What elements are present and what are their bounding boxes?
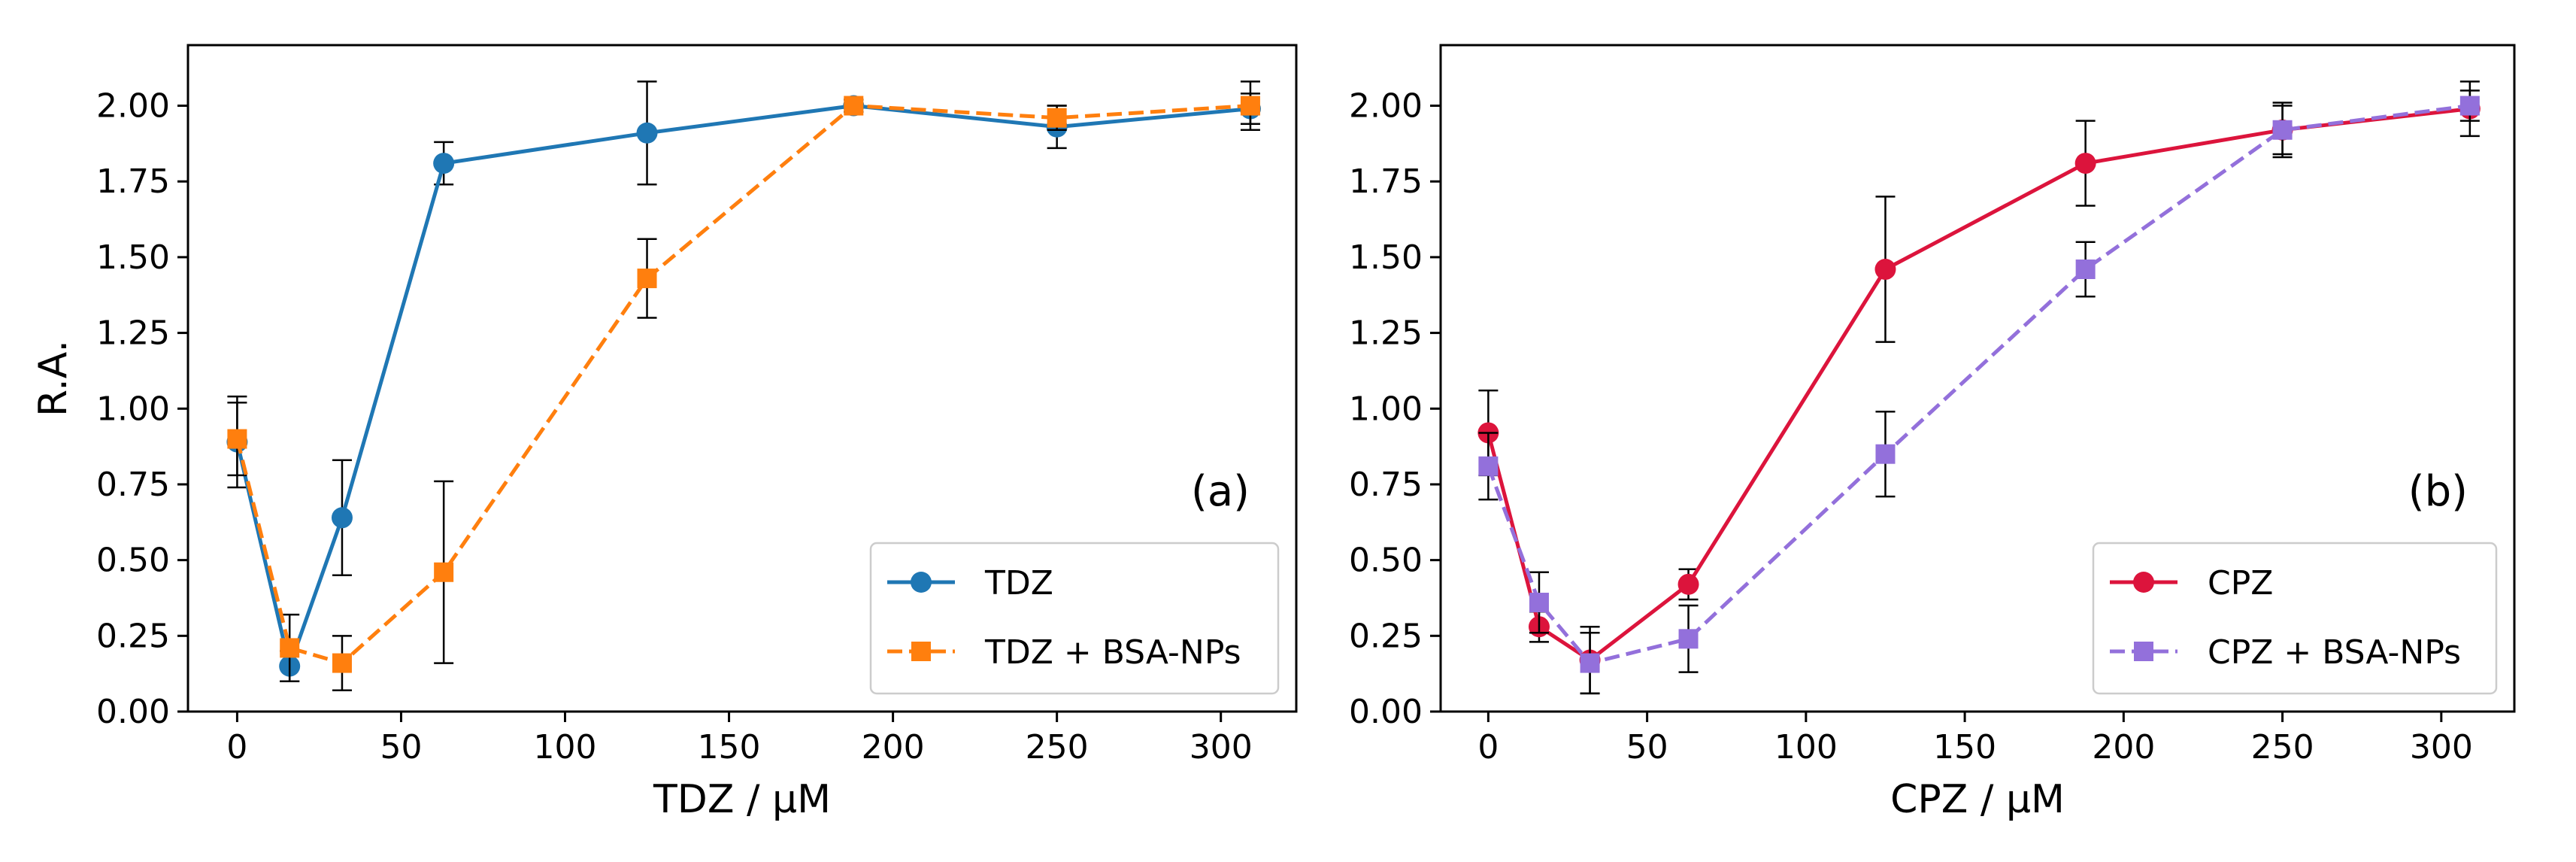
y-tick-label: 0.75	[1349, 466, 1423, 504]
y-axis-label: R.A.	[31, 340, 76, 417]
y-tick-label: 1.25	[96, 314, 170, 353]
x-tick-label: 300	[2410, 728, 2473, 766]
data-point	[1580, 653, 1600, 673]
legend-marker	[2133, 572, 2154, 593]
data-point	[1677, 573, 1699, 595]
data-point	[280, 638, 300, 658]
legend-marker	[2134, 642, 2153, 661]
y-tick-label: 0.75	[96, 466, 170, 504]
x-tick-label: 100	[534, 728, 597, 766]
data-point	[433, 153, 455, 175]
data-point	[2075, 260, 2096, 280]
y-tick-label: 2.00	[96, 87, 170, 126]
legend-label: CPZ	[2208, 564, 2273, 602]
series-cpz-bsa-nps	[1478, 90, 2480, 695]
y-tick-label: 0.00	[1349, 693, 1423, 731]
x-tick-label: 50	[1626, 728, 1668, 766]
y-tick-label: 0.25	[1349, 617, 1423, 655]
data-point	[1240, 96, 1260, 116]
data-point	[227, 429, 247, 449]
legend: CPZ CPZ + BSA-NPs	[2092, 542, 2498, 695]
y-tick-label: 1.75	[1349, 162, 1423, 201]
data-point	[844, 96, 864, 116]
data-point	[637, 269, 657, 289]
x-tick-label: 250	[1026, 728, 1089, 766]
panel-a: 0 50 100 150 200 250 300 0.00 0.25 0.50 0.75 1.00 1.…	[31, 44, 1298, 822]
legend-label: TDZ	[984, 564, 1053, 602]
x-axis-label: CPZ / μM	[1890, 777, 2065, 822]
data-point	[434, 562, 454, 582]
y-tick-label: 0.25	[96, 617, 170, 655]
y-tick-label: 1.50	[96, 238, 170, 277]
axes-frame	[186, 44, 1298, 713]
y-tick-label: 1.25	[1349, 314, 1423, 353]
y-tick-label: 1.00	[1349, 390, 1423, 428]
data-point	[331, 507, 353, 529]
x-tick-label: 50	[380, 728, 422, 766]
y-tick-label: 1.75	[96, 162, 170, 201]
x-tick-label: 200	[862, 728, 925, 766]
legend-frame	[2092, 542, 2498, 695]
series-line	[1487, 104, 2471, 666]
data-point	[2272, 120, 2293, 140]
y-tick-label: 0.00	[96, 693, 170, 731]
data-point	[2459, 96, 2480, 116]
y-tick-label: 2.00	[1349, 87, 1423, 126]
data-point	[332, 653, 352, 673]
panel-tag: (a)	[1191, 467, 1250, 516]
x-tick-label: 300	[1190, 728, 1253, 766]
data-point	[1529, 593, 1549, 613]
legend-marker	[911, 572, 932, 593]
y-tick-label: 0.50	[1349, 542, 1423, 580]
data-point	[1874, 259, 1896, 281]
panel-tag: (b)	[2408, 467, 2468, 516]
y-tick-label: 1.50	[1349, 238, 1423, 277]
data-point	[1678, 629, 1699, 649]
legend-label: CPZ + BSA-NPs	[2208, 633, 2461, 672]
x-tick-label: 100	[1774, 728, 1838, 766]
legend-marker	[911, 642, 931, 661]
y-tick-label: 1.00	[96, 390, 170, 428]
x-axis-label: TDZ / μM	[653, 777, 831, 822]
x-tick-label: 150	[1933, 728, 1996, 766]
data-point	[636, 122, 658, 144]
series-tdz-bsa-nps	[227, 80, 1260, 692]
x-tick-label: 0	[226, 728, 247, 766]
x-tick-label: 150	[698, 728, 761, 766]
panel-b: 0 50 100 150 200 250 300 0.00 0.25 0.50 0.75 1.00 1.…	[1349, 44, 2516, 822]
legend-label: TDZ + BSA-NPs	[984, 633, 1241, 672]
x-tick-label: 200	[2092, 728, 2155, 766]
data-point	[1478, 456, 1499, 476]
x-tick-label: 0	[1477, 728, 1499, 766]
data-point	[2074, 153, 2096, 175]
axes-frame	[1439, 44, 2516, 713]
y-tick-label: 0.50	[96, 542, 170, 580]
legend: TDZ TDZ + BSA-NPs	[869, 542, 1280, 695]
legend-frame	[869, 542, 1280, 695]
data-point	[1875, 444, 1896, 464]
x-tick-label: 250	[2251, 728, 2314, 766]
data-point	[1047, 108, 1067, 128]
